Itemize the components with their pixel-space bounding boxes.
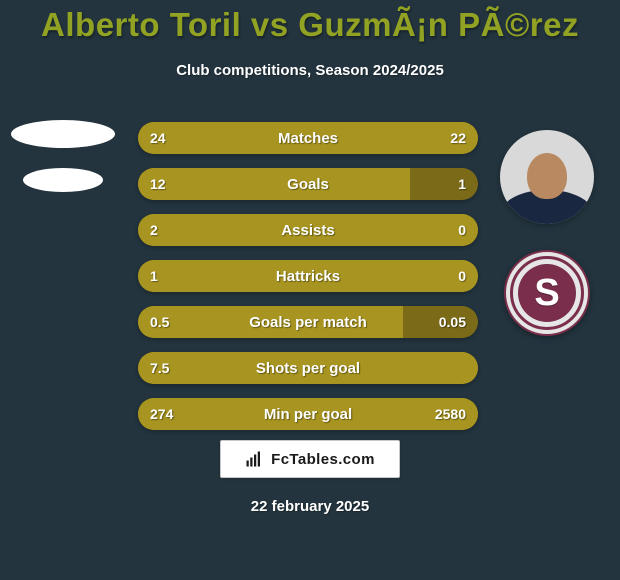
stat-bar: 7.5Shots per goal [138,352,478,384]
brand-chart-icon [245,450,263,468]
club-badge-letter: S [534,272,559,315]
left-player-placeholder-2 [23,168,103,192]
stat-bar: 10Hattricks [138,260,478,292]
subtitle: Club competitions, Season 2024/2025 [0,62,620,79]
stat-label: Goals per match [138,306,478,338]
page-title: Alberto Toril vs GuzmÃ¡n PÃ©rez [0,6,620,44]
stat-bar: 2742580Min per goal [138,398,478,430]
right-player-column: S [492,130,602,336]
right-club-badge: S [504,250,590,336]
stat-label: Min per goal [138,398,478,430]
stat-label: Goals [138,168,478,200]
brand-text: FcTables.com [271,451,375,468]
right-player-photo [500,130,594,224]
stat-bar: 121Goals [138,168,478,200]
stat-bar: 20Assists [138,214,478,246]
stat-label: Shots per goal [138,352,478,384]
stat-bar: 0.50.05Goals per match [138,306,478,338]
left-player-column [8,120,118,192]
stat-label: Hattricks [138,260,478,292]
left-player-placeholder-1 [11,120,115,148]
stat-bars: 2422Matches 121Goals 20Assists 10Hattricks 0… [138,122,478,430]
stat-bar: 2422Matches [138,122,478,154]
brand-box: FcTables.com [220,440,400,478]
stat-label: Assists [138,214,478,246]
stat-label: Matches [138,122,478,154]
date-text: 22 february 2025 [0,498,620,515]
